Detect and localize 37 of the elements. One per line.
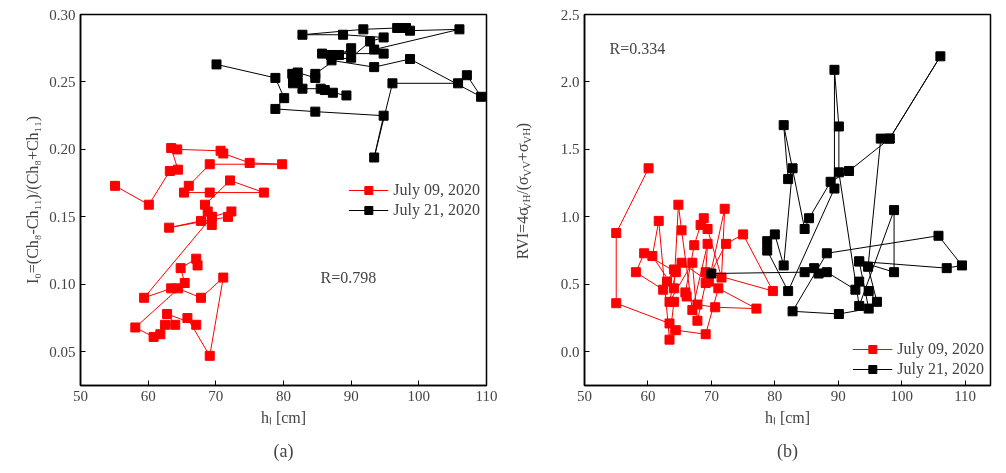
x-tick-label: 90 <box>343 387 359 404</box>
x-tick-label: 100 <box>890 387 913 404</box>
y-tick-label: 0.5 <box>560 276 580 293</box>
x-tick-label: 70 <box>208 387 224 404</box>
legend-label: July 21, 2020 <box>897 360 984 378</box>
legend-label: July 09, 2020 <box>393 180 480 199</box>
x-tick-label: 70 <box>703 387 719 404</box>
y-tick-label: 1.0 <box>560 208 580 225</box>
legend-label: July 21, 2020 <box>393 200 480 219</box>
y-tick-label: 1.5 <box>560 141 580 158</box>
text: (a) <box>273 440 294 462</box>
x-tick-label: 90 <box>830 387 846 404</box>
annotation: R=0.798 <box>320 268 377 286</box>
x-tick-label: 60 <box>140 387 156 404</box>
y-tick-label: 0.25 <box>49 73 76 90</box>
y-tick-label: 2.0 <box>560 73 580 90</box>
y-tick-label: 0.15 <box>49 208 76 225</box>
x-axis-title: hₗ [cm] <box>260 408 307 426</box>
x-tick-label: 110 <box>475 387 498 404</box>
x-tick-label: 80 <box>276 387 291 404</box>
y-tick-label: 0.0 <box>560 343 580 360</box>
x-tick-label: 50 <box>73 387 88 404</box>
y-tick-label: 0.10 <box>49 276 76 293</box>
x-tick-label: 110 <box>954 387 977 404</box>
x-tick-label: 50 <box>577 387 592 404</box>
y-tick-label: 2.5 <box>560 6 580 23</box>
x-tick-label: 80 <box>767 387 783 404</box>
y-tick-label: 0.30 <box>49 6 76 23</box>
text: (b) <box>777 440 799 462</box>
legend-label: July 09, 2020 <box>897 340 984 358</box>
annotation: R=0.334 <box>609 39 666 57</box>
y-axis-title: I₀=(Ch₈-Ch₁₁)/(Ch₈+Ch₁₁) <box>24 115 43 285</box>
x-axis-title: hₗ [cm] <box>764 408 811 426</box>
y-tick-label: 0.05 <box>49 343 76 360</box>
x-tick-label: 60 <box>640 387 656 404</box>
x-tick-label: 100 <box>407 387 431 404</box>
y-tick-label: 0.20 <box>49 141 76 158</box>
